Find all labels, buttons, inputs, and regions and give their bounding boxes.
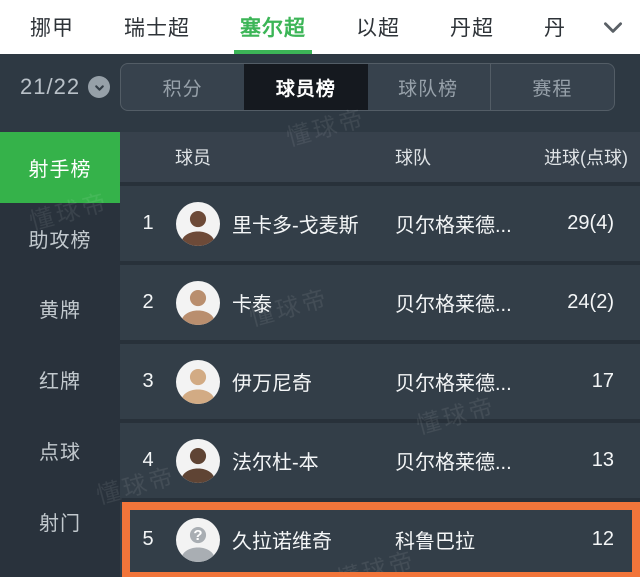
player-name: 法尔杜-本 — [232, 452, 319, 474]
sidebar-item-label: 点球 — [39, 442, 81, 465]
table-row[interactable]: 3 伊万尼奇 贝尔格莱德... 17 — [120, 344, 640, 419]
player-name: 伊万尼奇 — [232, 373, 312, 395]
ranking-table: 球员 球队 进球(点球) 1 里卡多-戈麦斯 贝尔格莱德... 29(4) 2 … — [120, 132, 640, 577]
person-silhouette-icon — [180, 210, 216, 246]
top-league-tab[interactable]: 丹 — [544, 0, 566, 54]
sidebar-item-label: 射手榜 — [28, 158, 92, 181]
header-goals: 进球(点球) — [544, 148, 628, 168]
table-row[interactable]: 1 里卡多-戈麦斯 贝尔格莱德... 29(4) — [120, 186, 640, 261]
season-selector[interactable]: 21/22 — [20, 63, 111, 111]
top-league-tab[interactable]: 瑞士超 — [124, 0, 190, 54]
stats-tab-label: 球员榜 — [275, 78, 336, 100]
more-leagues-button[interactable] — [594, 0, 626, 54]
sidebar-item[interactable]: 射门 — [0, 486, 120, 557]
sidebar-item-label: 助攻榜 — [28, 229, 92, 252]
player-name: 卡泰 — [232, 294, 272, 316]
rank-number: 1 — [142, 212, 154, 234]
player-name: 里卡多-戈麦斯 — [232, 215, 359, 237]
top-league-nav: 挪甲 瑞士超 塞尔超 以超 丹超 丹 — [0, 0, 640, 54]
table-row[interactable]: 5 ? 久拉诺维奇 科鲁巴拉 12 — [120, 502, 640, 577]
goals-value: 24(2) — [567, 291, 614, 313]
goals-value: 29(4) — [567, 212, 614, 234]
rank-number: 5 — [142, 528, 154, 550]
main-area: 射手榜 助攻榜 黄牌 红牌 点球 射门 球员 球队 进球(点球) 1 里卡多-戈… — [0, 132, 640, 577]
stats-tab-group: 积分 球员榜 球队榜 赛程 — [120, 63, 615, 111]
stats-tab[interactable]: 球员榜 — [244, 64, 368, 110]
player-avatar — [176, 438, 220, 483]
player-name: 久拉诺维奇 — [232, 531, 332, 553]
top-league-tab-label: 挪甲 — [30, 17, 74, 40]
stats-tab[interactable]: 积分 — [121, 64, 246, 110]
team-name: 贝尔格莱德... — [395, 452, 512, 474]
sidebar-item-label: 红牌 — [39, 371, 81, 394]
table-row[interactable]: 4 法尔杜-本 贝尔格莱德... 13 — [120, 423, 640, 498]
team-name: 贝尔格莱德... — [395, 294, 512, 316]
player-avatar — [176, 280, 220, 325]
top-league-tab[interactable]: 以超 — [356, 0, 400, 54]
rank-number: 2 — [142, 291, 154, 313]
stats-tab[interactable]: 赛程 — [491, 64, 614, 110]
person-silhouette-icon — [180, 368, 216, 404]
question-mark: ? — [193, 526, 203, 544]
sidebar-item[interactable]: 红牌 — [0, 344, 120, 415]
sidebar-item[interactable]: 助攻榜 — [0, 203, 120, 274]
table-body: 1 里卡多-戈麦斯 贝尔格莱德... 29(4) 2 卡泰 贝尔格莱德... 2… — [120, 182, 640, 577]
rank-number: 3 — [142, 370, 154, 392]
top-league-tab-label: 塞尔超 — [240, 17, 306, 40]
stats-sidebar: 射手榜 助攻榜 黄牌 红牌 点球 射门 — [0, 132, 120, 577]
team-name: 贝尔格莱德... — [395, 215, 512, 237]
top-league-tab-label: 以超 — [356, 17, 400, 40]
player-avatar — [176, 359, 220, 404]
table-header-row: 球员 球队 进球(点球) — [120, 132, 640, 182]
stats-tab-label: 赛程 — [532, 78, 573, 100]
top-league-tab-label: 丹超 — [450, 17, 494, 40]
sidebar-item-label: 射门 — [39, 512, 81, 535]
top-league-tab[interactable]: 挪甲 — [30, 0, 74, 54]
top-league-tab[interactable]: 塞尔超 — [234, 0, 312, 54]
team-name: 贝尔格莱德... — [395, 373, 512, 395]
league-tab-list: 挪甲 瑞士超 塞尔超 以超 丹超 丹 — [0, 0, 594, 54]
chevron-down-icon — [604, 22, 622, 33]
sidebar-item[interactable]: 点球 — [0, 415, 120, 486]
top-league-tab-label: 丹 — [544, 17, 566, 40]
team-name: 科鲁巴拉 — [395, 531, 475, 553]
person-silhouette-icon — [180, 526, 216, 562]
rank-number: 4 — [142, 449, 154, 471]
sidebar-item[interactable]: 射手榜 — [0, 132, 120, 203]
goals-value: 13 — [591, 449, 614, 471]
sidebar-item-label: 黄牌 — [39, 300, 81, 323]
season-label: 21/22 — [20, 74, 81, 99]
goals-value: 12 — [591, 528, 614, 550]
stats-tab-label: 积分 — [162, 78, 203, 100]
goals-value: 17 — [591, 370, 614, 392]
subheader: 21/22 积分 球员榜 球队榜 赛程 — [0, 54, 640, 132]
player-avatar: ? — [176, 517, 220, 562]
season-dropdown-icon — [88, 76, 111, 98]
person-silhouette-icon — [180, 447, 216, 483]
header-team: 球队 — [395, 148, 431, 168]
table-row[interactable]: 2 卡泰 贝尔格莱德... 24(2) — [120, 265, 640, 340]
top-league-tab-label: 瑞士超 — [124, 17, 190, 40]
person-silhouette-icon — [180, 289, 216, 325]
player-avatar — [176, 201, 220, 246]
stats-tab-label: 球队榜 — [398, 78, 459, 100]
header-player: 球员 — [175, 148, 211, 168]
stats-tab[interactable]: 球队榜 — [367, 64, 491, 110]
top-league-tab[interactable]: 丹超 — [450, 0, 494, 54]
sidebar-item[interactable]: 黄牌 — [0, 274, 120, 345]
